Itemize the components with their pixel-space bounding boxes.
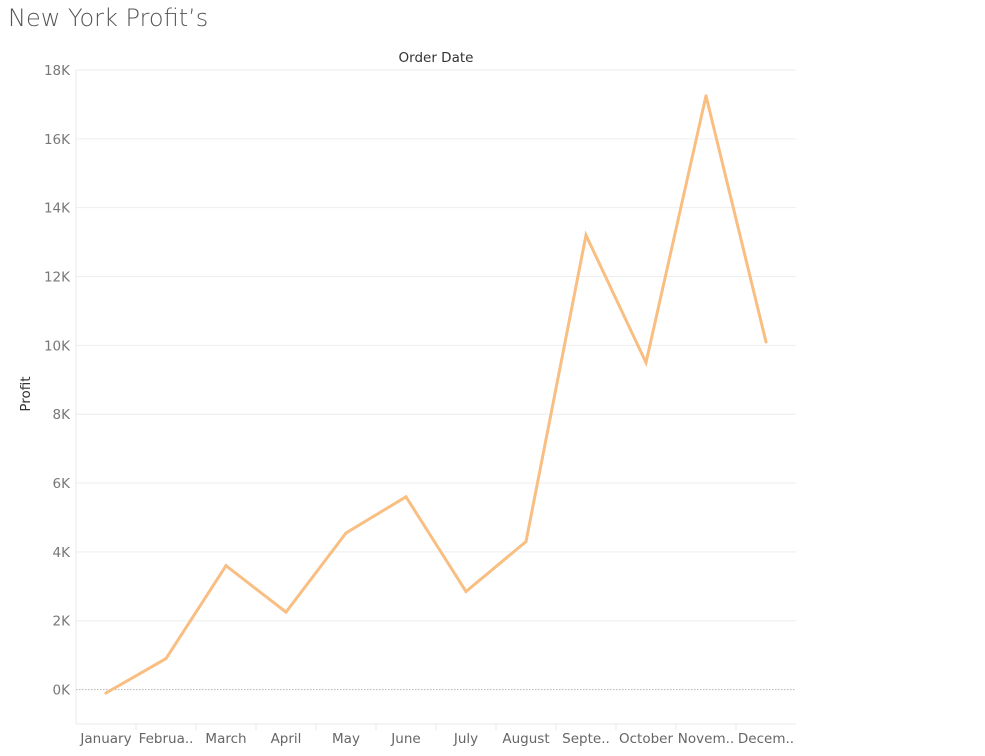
data-point[interactable] (644, 361, 648, 365)
column-header: Order Date (399, 50, 474, 66)
y-tick-label: 2K (53, 614, 72, 630)
data-point[interactable] (224, 564, 228, 568)
x-tick-label: Decem.. (738, 731, 794, 747)
y-tick-label: 4K (53, 545, 72, 561)
data-point[interactable] (584, 233, 588, 237)
x-tick-label: August (502, 731, 549, 747)
y-tick-label: 18K (44, 63, 71, 79)
y-tick-label: 8K (53, 407, 72, 423)
series-layer (104, 94, 768, 695)
y-tick-label: 14K (44, 201, 71, 217)
y-tick-label: 0K (53, 683, 72, 699)
data-point[interactable] (704, 94, 708, 98)
y-axis-ticks: 0K 2K 4K 6K 8K 10K 12K 14K 16K 18K (44, 63, 71, 699)
x-tick-label: May (332, 731, 360, 747)
data-point[interactable] (284, 610, 288, 614)
chart-title: New York Profit’s (8, 4, 209, 32)
x-tick-label: Septe.. (562, 731, 610, 747)
data-point[interactable] (344, 531, 348, 535)
y-tick-label: 16K (44, 132, 71, 148)
data-point[interactable] (404, 495, 408, 499)
x-tick-label: July (453, 731, 478, 747)
y-axis-label: Profit (18, 376, 34, 411)
data-point[interactable] (464, 589, 468, 593)
x-tick-label: Februa.. (139, 731, 194, 747)
x-tick-label: April (271, 731, 302, 747)
x-axis-ticks: January Februa.. March April May June July Augu… (79, 724, 794, 747)
gridlines (75, 69, 796, 725)
y-tick-label: 12K (44, 270, 71, 286)
y-tick-label: 10K (44, 338, 71, 354)
y-tick-label: 6K (53, 476, 72, 492)
x-tick-label: October (619, 731, 673, 747)
x-tick-label: January (79, 731, 131, 747)
data-point[interactable] (164, 657, 168, 661)
x-tick-label: March (205, 731, 246, 747)
data-point[interactable] (764, 340, 768, 344)
data-point[interactable] (524, 540, 528, 544)
x-tick-label: Novem.. (678, 731, 734, 747)
data-point[interactable] (104, 691, 108, 695)
x-tick-label: June (390, 731, 420, 747)
series-line (104, 95, 768, 695)
